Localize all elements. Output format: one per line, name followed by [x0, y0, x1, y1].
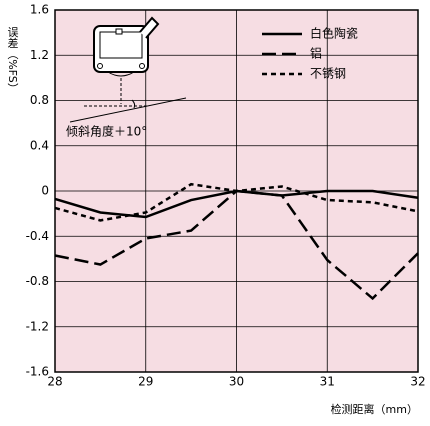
x-tick-label: 29	[138, 375, 153, 389]
x-tick-label: 32	[410, 375, 425, 389]
y-tick-label: 1.2	[30, 48, 49, 62]
y-tick-label: -1.6	[26, 365, 49, 379]
y-tick-label: 0	[41, 184, 49, 198]
y-tick-label: 0.8	[30, 93, 49, 107]
y-tick-label: -0.8	[26, 274, 49, 288]
y-tick-label: -0.4	[26, 229, 49, 243]
y-axis-label: 误差（%FS）	[6, 26, 19, 94]
x-tick-label: 28	[47, 375, 62, 389]
legend-label: 白色陶瓷	[310, 26, 358, 41]
legend-label: 铝	[310, 46, 322, 61]
legend-label: 不锈钢	[310, 67, 346, 81]
x-tick-label: 30	[229, 375, 244, 389]
x-tick-label: 31	[320, 375, 335, 389]
plot-frame	[54, 9, 419, 373]
x-axis-label: 检测距离（mm）	[331, 402, 418, 416]
y-tick-label: 1.6	[30, 3, 49, 17]
y-tick-label: -1.2	[26, 319, 49, 333]
annotation: 倾斜角度＋10°	[66, 124, 147, 139]
y-tick-label: 0.4	[30, 138, 49, 152]
sensor-icon	[69, 16, 187, 123]
data-line	[54, 182, 419, 222]
